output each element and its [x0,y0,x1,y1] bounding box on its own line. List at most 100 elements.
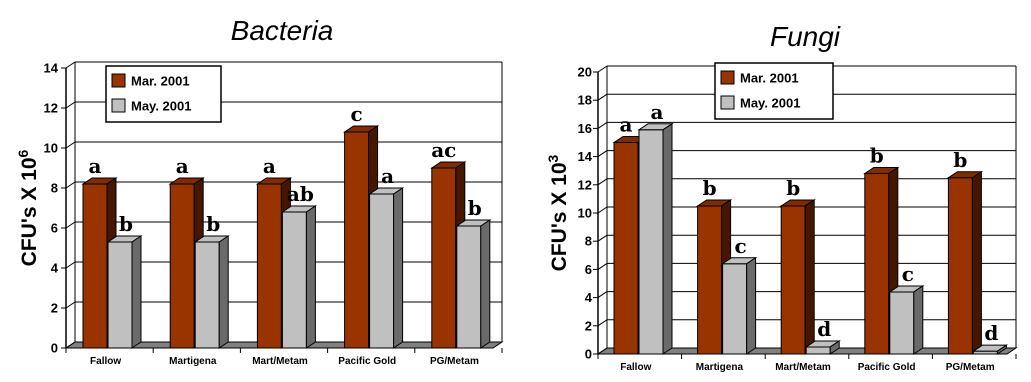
y-tick-label: 20 [578,65,592,80]
bar-significance-label: b [703,176,717,200]
y-tick-label: 6 [51,221,58,236]
y-tick-label: 2 [51,301,58,316]
bar-side [996,344,1007,355]
x-tick-label: Mart/Metam [775,362,831,373]
legend-label: May. 2001 [740,96,800,111]
y-tick-label: 0 [585,347,592,362]
y-tick-label: 16 [578,121,592,136]
y-tick-label: 4 [51,261,59,276]
y-tick-connector [65,61,76,69]
y-tick-connector [597,93,608,101]
legend: Mar. 2001 May. 2001 [714,62,834,120]
bar-side [218,235,229,349]
bar-may [638,129,664,355]
bar-significance-label: a [620,113,633,137]
bar-mar [169,183,195,349]
y-tick-label: 0 [51,341,58,356]
bar-significance-label: c [735,234,747,258]
y-axis-label: CFU's X 106 [15,149,41,266]
y-tick-label: 4 [585,290,593,305]
chart-title: Bacteria [231,15,334,46]
x-tick-label: Pacific Gold [338,356,396,367]
bar-mar [256,183,282,349]
bar-side [305,205,316,349]
y-tick-connector [597,319,608,327]
bar-may [369,193,395,349]
bar-side [480,219,491,349]
bar-significance-label: ac [431,138,456,162]
y-tick-connector [65,341,76,349]
y-tick-label: 12 [44,101,58,116]
bar-mar [947,177,973,355]
legend-label: Mar. 2001 [740,71,799,86]
bar-significance-label: a [381,164,394,188]
y-tick-connector [597,121,608,129]
y-axis-label: CFU's X 103 [545,154,571,271]
bar-side [746,256,757,355]
bar-side [131,235,142,349]
bar-significance-label: b [786,176,800,200]
legend-swatch [111,98,126,113]
bar-significance-label: a [89,154,102,178]
y-axis-label-main: CFU's X 10 [548,162,571,271]
x-tick-label: Martigena [696,362,744,373]
x-tick-label: Mart/Metam [252,356,308,367]
bar-mar [780,205,806,355]
legend-swatch [720,70,735,85]
bar-significance-label: d [817,317,831,341]
y-tick-connector [597,347,608,355]
legend-box [714,62,834,120]
y-axis-label-exponent: 3 [545,154,561,162]
legend-swatch [720,95,735,110]
x-tick-label: PG/Metam [946,362,995,373]
bar-side [913,285,924,355]
y-tick-connector [597,206,608,214]
y-tick-connector [65,301,76,309]
bar-may [456,225,482,349]
bar-significance-label: b [206,212,220,236]
bar-may [194,241,220,349]
legend-label: Mar. 2001 [131,74,190,89]
legend-swatch [111,73,126,88]
y-tick-label: 12 [578,177,592,192]
bar-mar [82,183,108,349]
bar-significance-label: c [351,102,363,126]
y-axis-label-exponent: 6 [15,149,31,157]
legend-label: May. 2001 [131,99,191,114]
bar-side [829,340,840,355]
y-tick-connector [597,291,608,299]
bar-may [889,291,915,355]
bar-mar [344,131,370,349]
bar-mar [697,205,723,355]
bar-side [662,122,673,355]
bar-significance-label: ab [287,182,314,206]
y-tick-label: 10 [578,206,592,221]
bar-may [281,211,307,349]
x-tick-label: Martigena [169,356,217,367]
y-tick-connector [65,261,76,269]
y-tick-connector [65,181,76,189]
bar-significance-label: b [870,144,884,168]
y-tick-label: 6 [585,262,592,277]
bar-mar [864,173,890,355]
bar-significance-label: b [953,148,967,172]
bar-side [971,170,982,355]
bar-side [393,187,404,349]
y-axis-label-main: CFU's X 10 [18,157,41,266]
y-tick-label: 2 [585,318,592,333]
x-tick-label: Fallow [90,356,121,367]
y-tick-connector [597,150,608,158]
y-tick-label: 8 [585,234,592,249]
x-tick-label: Fallow [620,362,651,373]
bar-significance-label: c [902,262,914,286]
y-tick-connector [597,65,608,73]
y-tick-connector [65,141,76,149]
bar-mar [613,142,639,355]
bar-significance-label: a [263,154,276,178]
x-tick-label: PG/Metam [430,356,479,367]
chart-1: Fungi CFU's X 103 0 2 4 6 8 10 12 14 16 18 20 Fallow a… [545,21,1018,373]
y-tick-label: 10 [44,141,58,156]
